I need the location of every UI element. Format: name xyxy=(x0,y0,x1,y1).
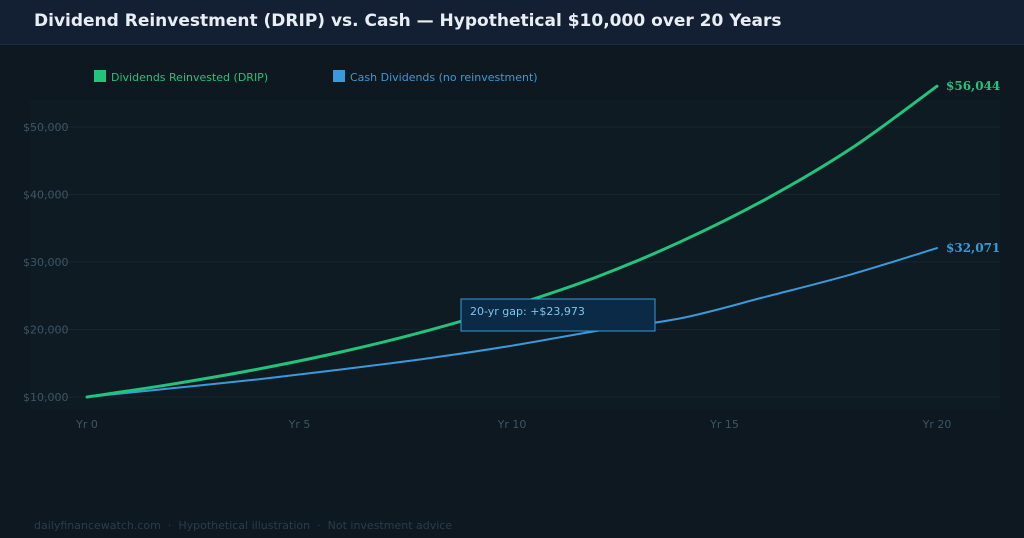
drip-end-value-label: $56,044 xyxy=(946,79,1000,93)
legend-cash-swatch xyxy=(333,70,345,82)
annotation-box xyxy=(460,298,656,332)
footer-note-advice: Not investment advice xyxy=(327,519,453,532)
legend-drip-swatch xyxy=(94,70,106,82)
y-tick-label: $10,000 xyxy=(23,391,69,404)
x-tick-label: Yr 20 xyxy=(922,418,952,431)
legend-drip-label: Dividends Reinvested (DRIP) xyxy=(111,71,268,84)
title-bar: Dividend Reinvestment (DRIP) vs. Cash — … xyxy=(0,0,1024,45)
cash-series-line xyxy=(86,247,938,398)
x-tick-label: Yr 5 xyxy=(288,418,311,431)
y-tick-label: $40,000 xyxy=(23,189,69,202)
y-tick-label: $30,000 xyxy=(23,256,69,269)
cash-end-value-label: $32,071 xyxy=(946,241,1000,255)
x-tick-label: Yr 0 xyxy=(75,418,98,431)
annotation-text: 20-yr gap: +$23,973 xyxy=(470,305,585,318)
footer-separator: · xyxy=(317,519,321,532)
footer-source[interactable]: dailyfinancewatch.com xyxy=(34,519,161,532)
y-tick-label: $50,000 xyxy=(23,121,69,134)
y-tick-label: $20,000 xyxy=(23,324,69,337)
footer-separator: · xyxy=(167,519,172,532)
x-tick-label: Yr 15 xyxy=(709,418,739,431)
plot-area xyxy=(30,100,1000,410)
x-tick-label: Yr 10 xyxy=(497,418,527,431)
chart-title: Dividend Reinvestment (DRIP) vs. Cash — … xyxy=(34,11,782,31)
footer: dailyfinancewatch.com · Hypothetical illus… xyxy=(34,519,452,532)
footer-note-hypothetical: Hypothetical illustration xyxy=(178,519,311,532)
legend-cash-label: Cash Dividends (no reinvestment) xyxy=(350,71,538,84)
